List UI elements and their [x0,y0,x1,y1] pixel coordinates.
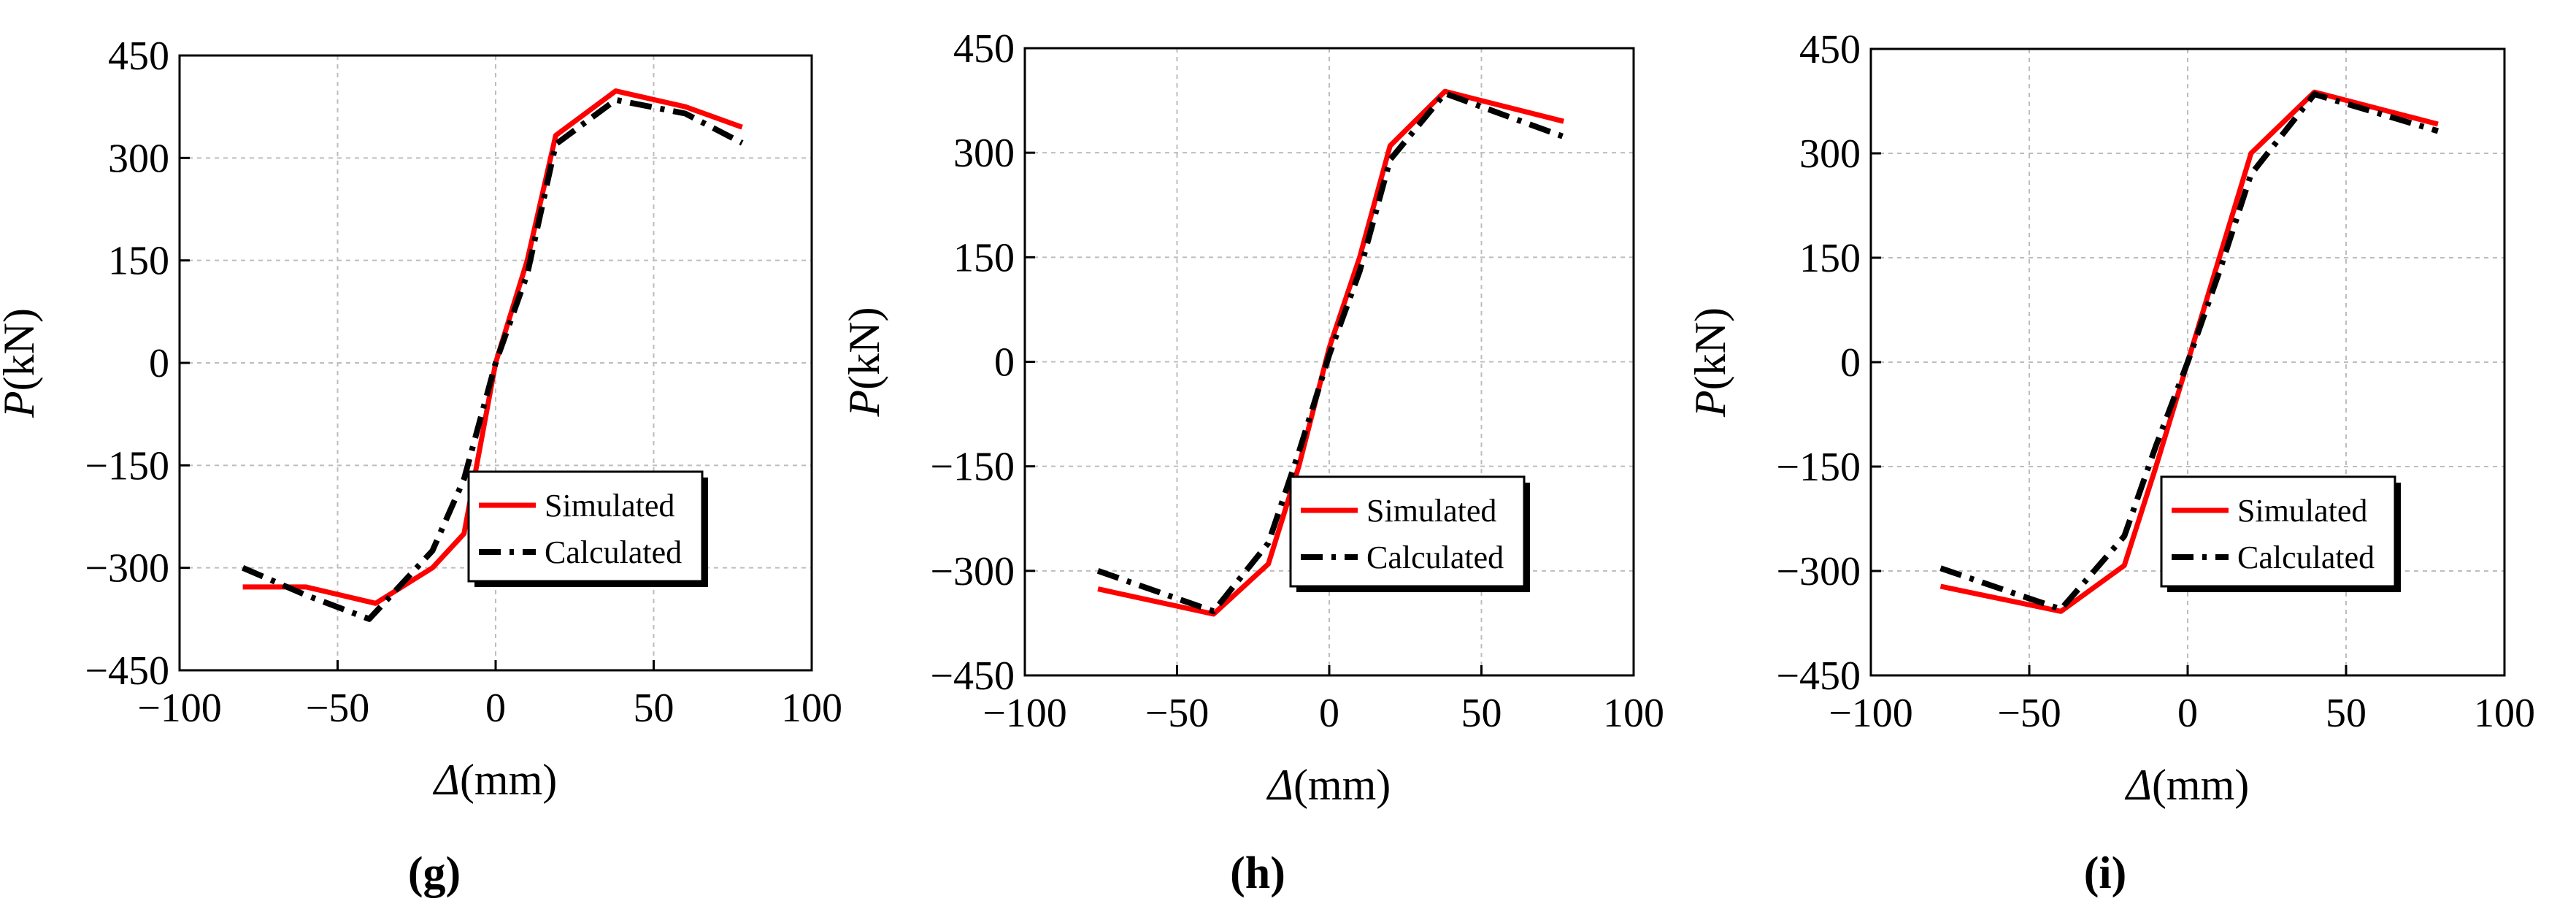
y-tick-label: 0 [994,340,1015,386]
series-line-calculated [1939,91,2439,613]
y-tick-label: 450 [108,34,169,79]
chart-panel-2: −100 −50 0 50 100 −450 −300 −150 0 150 300 450 Simul… [840,26,1664,898]
y-tick-label: 0 [149,341,169,386]
legend-label-calculated: Calculated [2237,540,2375,575]
panel-label: (g) [408,848,461,898]
x-tick-label: 100 [781,686,842,731]
x-axis-label: Δ(mm) [2125,761,2250,809]
y-tick-label: 450 [953,26,1015,72]
x-tick-label: −50 [1997,691,2061,736]
y-tick-label: −300 [85,546,169,591]
x-tick-label: −50 [1145,691,1210,736]
y-axis-symbol: P [1686,390,1734,418]
x-tick-label: 0 [1319,691,1339,736]
series-line-calculated [1096,91,1565,615]
legend-box [467,470,704,583]
y-tick-label: 150 [108,239,169,284]
y-tick-label: −150 [1776,445,1861,490]
y-tick-label: 300 [953,131,1015,176]
x-axis-symbol: Δ [1266,761,1293,809]
y-tick-label: −150 [930,445,1015,490]
legend-label-simulated: Simulated [1366,493,1496,529]
x-tick-label: −50 [306,686,370,731]
y-tick-label: 300 [108,136,169,181]
y-axis-symbol: P [0,391,43,418]
legend-label-calculated: Calculated [1366,540,1504,575]
y-axis-unit: (kN) [1686,307,1734,390]
x-tick-label: −100 [137,686,222,731]
y-tick-label: −450 [85,648,169,694]
y-tick-label: 450 [1799,27,1861,72]
x-axis-symbol: Δ [433,756,460,804]
y-tick-label: 150 [953,235,1015,280]
y-tick-label: −300 [930,549,1015,594]
legend-label-simulated: Simulated [2237,493,2367,529]
x-tick-label: 100 [1603,691,1664,736]
y-tick-label: −150 [85,443,169,488]
legend-box [1289,475,1526,588]
y-tick-label: 150 [1799,236,1861,281]
y-axis-unit: (kN) [0,308,43,391]
x-axis-unit: (mm) [1293,761,1391,809]
x-axis-unit: (mm) [460,756,557,804]
series-line-calculated [242,96,744,622]
y-axis-label: P(kN) [1686,307,1734,418]
plot-frame [1869,47,2506,677]
plot-frame [1023,47,1635,677]
x-axis-symbol: Δ [2125,761,2152,809]
y-tick-label: −300 [1776,549,1861,594]
y-tick-label: 0 [1840,340,1861,386]
x-tick-label: 0 [2177,691,2198,736]
y-tick-label: 300 [1799,131,1861,177]
y-axis-symbol: P [840,390,888,418]
y-axis-label: P(kN) [840,307,888,418]
legend-label-simulated: Simulated [545,488,674,524]
x-axis-unit: (mm) [2152,761,2249,809]
chart-panel-1: −100 −50 0 50 100 −450 −300 −150 0 150 300 450 Simul… [0,34,842,898]
x-tick-label: 50 [634,686,674,731]
y-tick-label: −450 [930,653,1015,699]
y-axis-unit: (kN) [840,307,888,390]
x-tick-label: −100 [983,691,1067,736]
plot-frame [178,54,813,672]
y-tick-label: −450 [1776,653,1861,699]
chart-panel-3: −100 −50 0 50 100 −450 −300 −150 0 150 300 450 Simul… [1686,27,2535,898]
x-axis-label: Δ(mm) [433,756,558,804]
panel-label: (h) [1230,848,1285,898]
x-tick-label: 100 [2474,691,2535,736]
panel-label: (i) [2084,848,2127,898]
y-axis-label: P(kN) [0,308,43,418]
x-tick-label: −100 [1829,691,1913,736]
legend-box [2160,475,2396,588]
x-tick-label: 50 [1461,691,1502,736]
legend-label-calculated: Calculated [545,534,682,570]
x-tick-label: 0 [485,686,506,731]
x-axis-label: Δ(mm) [1266,761,1391,809]
x-tick-label: 50 [2326,691,2367,736]
